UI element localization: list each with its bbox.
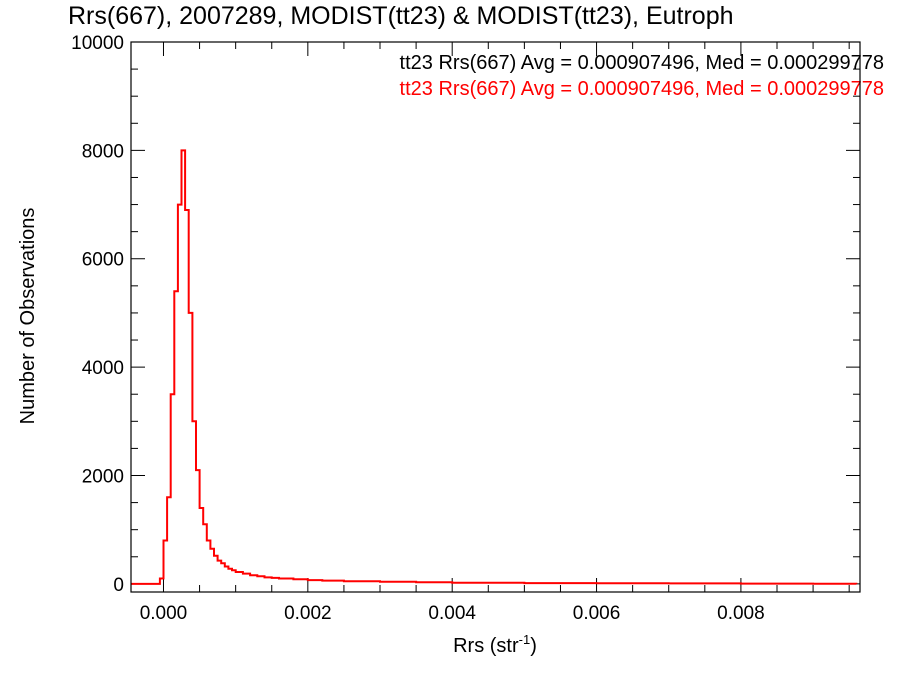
y-tick-label: 0 [113,575,124,596]
y-axis-label: Number of Observations [17,208,39,425]
series-line-1 [131,149,858,585]
x-tick-label: 0.008 [717,603,765,624]
y-tick-label: 4000 [82,358,124,379]
x-tick-label: 0.002 [284,603,332,624]
x-axis-label: Rrs (str-1) [453,632,537,657]
y-tick-label: 8000 [82,141,124,162]
plot-series [131,149,858,585]
x-tick-label: 0.004 [428,603,476,624]
x-axis-label-exponent: -1 [519,632,531,647]
x-tick-label: 0.000 [140,603,188,624]
axis-ticks [131,41,860,592]
chart-title: Rrs(667), 2007289, MODIST(tt23) & MODIST… [68,2,734,30]
y-tick-label: 10000 [71,33,124,54]
y-tick-label: 6000 [82,250,124,271]
legend-entry-2: tt23 Rrs(667) Avg = 0.000907496, Med = 0… [400,78,884,100]
plot-frame [130,41,861,593]
legend-entry-1: tt23 Rrs(667) Avg = 0.000907496, Med = 0… [400,52,884,74]
x-tick-label: 0.006 [573,603,621,624]
axis-tick-labels: 0.000 0.002 0.004 0.006 0.008 0 2000 4000 6000 80… [71,33,765,624]
x-axis-label-tail: ) [530,635,537,657]
y-tick-label: 2000 [82,466,124,487]
x-axis-label-main: Rrs (str [453,635,519,657]
